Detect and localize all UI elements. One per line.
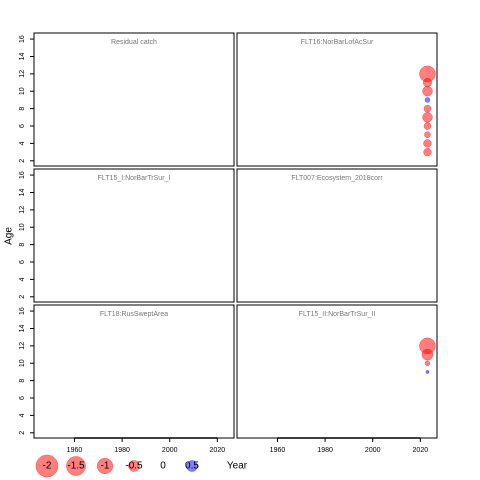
bubble	[421, 348, 434, 361]
legend-bubble	[128, 460, 140, 472]
bubble	[422, 78, 432, 88]
y-tick-label: 10	[19, 359, 26, 367]
legend-bubble	[35, 454, 59, 478]
legend-bubble	[66, 456, 86, 476]
y-tick-label: 8	[19, 243, 26, 247]
y-tick-label: 14	[19, 188, 26, 196]
panel-frame	[236, 304, 438, 439]
panel-frame	[236, 32, 438, 167]
y-tick-label: 2	[19, 295, 26, 299]
x-tick-label: 1980	[317, 447, 333, 454]
x-tick-label: 2000	[162, 447, 178, 454]
x-tick-label: 1960	[67, 447, 83, 454]
panel-title: FLT16:NorBarLofAcSur	[301, 39, 374, 46]
y-tick-label: 16	[19, 307, 26, 315]
legend-label: 0	[160, 461, 166, 472]
panel-title: FLT15_I:NorBarTrSur_I	[98, 175, 171, 182]
y-tick-label: 10	[19, 223, 26, 231]
y-tick-label: 6	[19, 396, 26, 400]
y-tick-label: 4	[19, 277, 26, 281]
legend-bubble	[96, 457, 114, 475]
x-tick-label: 2020	[413, 447, 429, 454]
bubble	[422, 112, 433, 123]
panel-title: FLT007:Ecosystem_2018corr	[291, 175, 383, 182]
y-tick-label: 6	[19, 124, 26, 128]
y-tick-label: 4	[19, 141, 26, 145]
y-axis-label: Age	[4, 227, 15, 245]
y-tick-label: 8	[19, 107, 26, 111]
y-tick-label: 16	[19, 171, 26, 179]
bubble	[423, 104, 432, 113]
y-tick-label: 10	[19, 87, 26, 95]
x-tick-label: 2000	[365, 447, 381, 454]
y-tick-label: 12	[19, 342, 26, 350]
x-tick-label: 1980	[114, 447, 130, 454]
bubble	[423, 147, 432, 157]
panel-frame	[33, 32, 235, 167]
legend-label: -0.5	[125, 461, 143, 472]
bubble	[425, 370, 430, 374]
legend-label: -2	[43, 461, 52, 472]
y-tick-label: 2	[19, 159, 26, 163]
y-tick-label: 2	[19, 431, 26, 435]
panel-frame	[33, 168, 235, 303]
y-tick-label: 14	[19, 324, 26, 332]
y-tick-label: 8	[19, 379, 26, 383]
y-tick-label: 12	[19, 206, 26, 214]
x-tick-label: 1960	[270, 447, 286, 454]
bubble	[423, 122, 432, 130]
y-tick-label: 12	[19, 70, 26, 78]
y-tick-label: 4	[19, 413, 26, 417]
legend-label: -1.5	[67, 461, 85, 472]
panel-title: FLT15_II:NorBarTrSur_II	[299, 311, 376, 318]
panel-frame	[236, 168, 438, 303]
bubble	[422, 86, 433, 97]
bubble	[424, 360, 431, 366]
legend-label: -1	[101, 461, 110, 472]
y-tick-label: 6	[19, 260, 26, 264]
bubble	[423, 139, 432, 148]
x-axis-label: Year	[227, 461, 248, 472]
y-tick-label: 16	[19, 35, 26, 43]
panel-frame	[33, 304, 235, 439]
y-tick-label: 14	[19, 52, 26, 60]
legend-bubble	[186, 460, 198, 472]
bubble	[424, 131, 431, 138]
x-tick-label: 2020	[210, 447, 226, 454]
bubble	[424, 97, 431, 103]
panel-title: Residual catch	[111, 39, 157, 46]
panel-title: FLT18:RusSweptArea	[100, 311, 168, 318]
legend-label: 0.5	[185, 461, 199, 472]
